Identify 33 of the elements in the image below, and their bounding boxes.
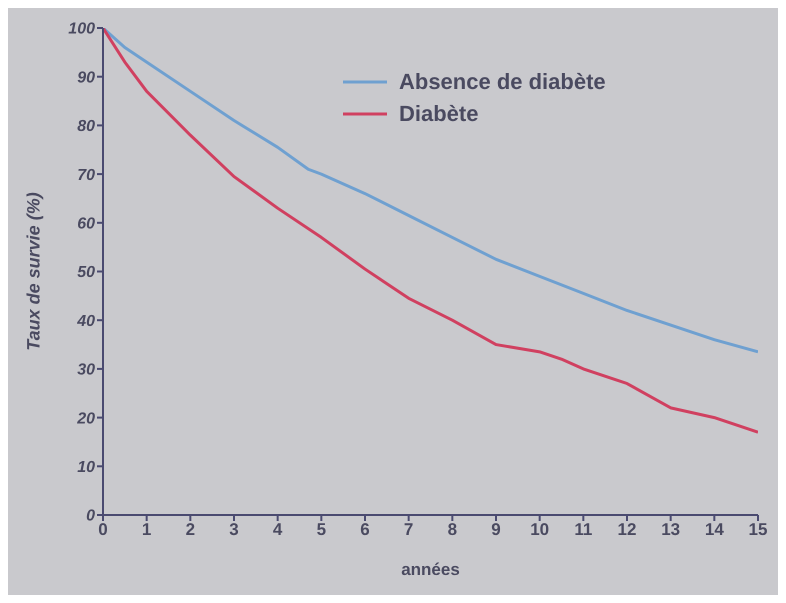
y-tick-label: 80 bbox=[77, 118, 96, 136]
line-series bbox=[103, 28, 758, 354]
x-tick-label: 12 bbox=[618, 520, 636, 540]
y-tick-label: 60 bbox=[77, 215, 96, 232]
x-tick-label: 9 bbox=[491, 520, 501, 540]
x-tick-label: 15 bbox=[748, 520, 768, 540]
x-tick-label: 11 bbox=[574, 520, 592, 540]
x-tick-label: 13 bbox=[661, 520, 680, 540]
x-axis-title: années bbox=[401, 560, 460, 579]
x-tick-label: 0 bbox=[98, 520, 108, 540]
y-tick-label: 10 bbox=[77, 458, 96, 476]
x-tick-label: 6 bbox=[360, 520, 370, 540]
legend-label: Absence de diabète bbox=[399, 69, 606, 95]
y-tick-label: 20 bbox=[76, 410, 96, 428]
x-tick-label: 10 bbox=[530, 520, 550, 540]
line-series bbox=[103, 28, 758, 434]
y-tick-label: 40 bbox=[76, 312, 96, 330]
legend-label: Diabète bbox=[399, 101, 478, 127]
y-tick-label: 0 bbox=[86, 508, 96, 525]
y-tick-label: 70 bbox=[77, 166, 96, 184]
y-tick-label: 90 bbox=[77, 69, 96, 86]
x-tick-label: 4 bbox=[272, 520, 283, 540]
y-axis-title: Taux de survie (%) bbox=[23, 192, 44, 351]
x-tick-label: 14 bbox=[704, 520, 724, 540]
x-tick-label: 7 bbox=[404, 520, 414, 540]
y-tick-label: 100 bbox=[68, 20, 96, 38]
x-tick-label: 1 bbox=[142, 520, 152, 540]
x-tick-label: 5 bbox=[316, 520, 326, 540]
y-tick-label: 50 bbox=[77, 264, 96, 282]
x-tick-label: 3 bbox=[229, 520, 239, 540]
x-tick-label: 2 bbox=[186, 520, 196, 540]
y-tick-label: 30 bbox=[77, 362, 96, 379]
x-tick-label: 8 bbox=[448, 520, 458, 540]
